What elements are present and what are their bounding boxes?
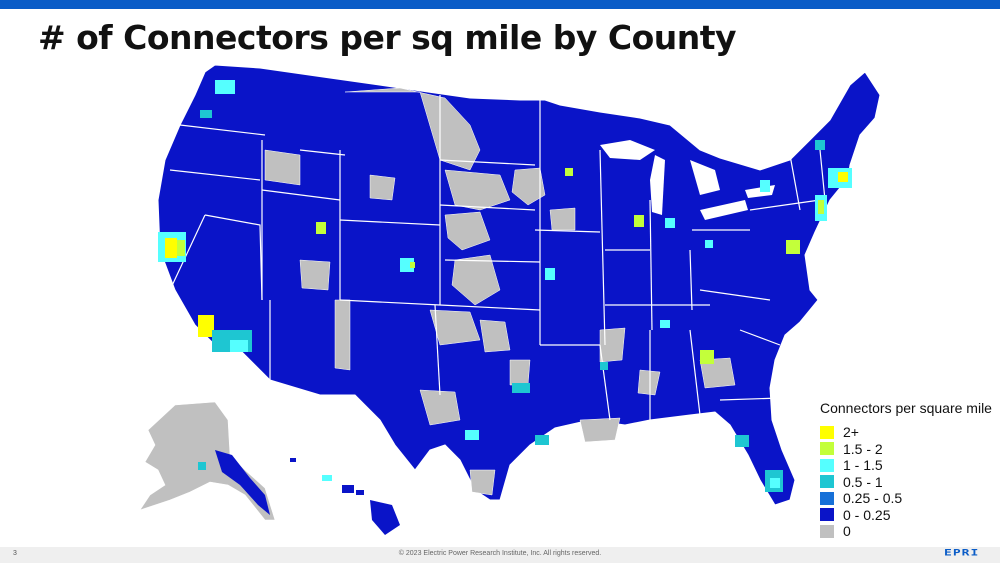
legend-item: 0 - 0.25: [820, 507, 995, 523]
legend-label: 1 - 1.5: [843, 457, 883, 473]
legend-swatch: [820, 475, 834, 488]
legend-label: 1.5 - 2: [843, 440, 883, 457]
legend-item: 1.5 - 2: [820, 441, 995, 457]
legend-item: 2+: [820, 424, 995, 440]
legend-label: 0.5 - 1: [843, 473, 883, 490]
legend-item: 1 - 1.5: [820, 457, 995, 473]
legend-swatch: [820, 491, 834, 505]
legend-label: 2+: [843, 424, 859, 440]
legend-swatch: [820, 458, 834, 472]
state-borders: [169, 95, 826, 421]
page-title: # of Connectors per sq mile by County: [38, 18, 737, 57]
legend-item: 0: [820, 523, 995, 539]
high-density-counties: [158, 80, 852, 492]
zero-connector-counties: [264, 87, 736, 496]
alaska: [139, 401, 276, 521]
alaska-anchorage: [198, 462, 206, 470]
map-legend: Connectors per square mile 2+ 1.5 - 2 1 …: [820, 400, 995, 540]
legend-item: 0.5 - 1: [820, 474, 995, 490]
legend-swatch: [820, 524, 834, 538]
contiguous-us: [157, 64, 881, 506]
legend-title: Connectors per square mile: [820, 400, 992, 416]
legend-swatch: [820, 425, 834, 439]
legend-label: 0 - 0.25: [843, 506, 891, 523]
great-lakes: [600, 140, 775, 220]
legend-label: 0.25 - 0.5: [843, 490, 903, 506]
page-number: 3: [13, 550, 17, 557]
header-bar: [0, 0, 1000, 9]
alaska-southeast: [215, 450, 270, 515]
legend-swatch: [820, 508, 834, 521]
epri-logo: EPRI: [944, 548, 980, 559]
legend-label: 0: [843, 523, 851, 539]
legend-item: 0.25 - 0.5: [820, 490, 995, 506]
hawaii: [290, 458, 400, 535]
legend-swatch: [820, 442, 834, 455]
footer-bar: [0, 547, 1000, 563]
copyright-notice: © 2023 Electric Power Research Institute…: [398, 550, 602, 557]
